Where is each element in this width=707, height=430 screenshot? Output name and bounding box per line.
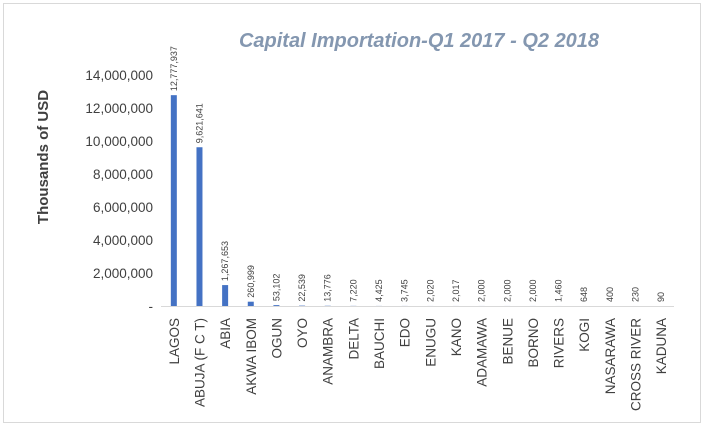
data-label: 260,999 [246,265,256,298]
y-tick-label: - [149,299,154,314]
x-tick-label: BAUCHI [372,318,387,369]
chart-frame: Capital Importation-Q1 2017 - Q2 2018 Th… [3,3,701,423]
chart: Capital Importation-Q1 2017 - Q2 2018 Th… [35,30,674,411]
x-tick-label: ADAMAWA [475,318,490,387]
x-tick-label: OGUN [269,318,284,359]
y-tick-label: 2,000,000 [93,266,153,281]
y-axis-label: Thousands of USD [35,90,52,224]
y-tick-label: 6,000,000 [93,200,153,215]
x-tick-label: KANO [449,318,464,356]
x-tick-label: NASARAWA [603,318,618,394]
y-tick-label: 4,000,000 [93,233,153,248]
x-tick-label: ANAMBRA [321,318,336,385]
data-label: 2,000 [477,279,487,302]
data-label: 22,539 [297,274,307,302]
data-label: 2,020 [425,279,435,302]
x-tick-label: OYO [295,318,310,348]
x-tick-label: DELTA [346,318,361,360]
data-label: 4,425 [374,279,384,302]
x-tick-label: RIVERS [552,318,567,368]
x-tick-label: CROSS RIVER [629,318,644,411]
data-label: 12,777,937 [169,46,179,91]
y-tick-label: 8,000,000 [93,167,153,182]
bar [170,95,177,307]
x-tick-label: AKWA IBOM [244,318,259,395]
y-tick-label: 12,000,000 [85,101,153,116]
x-tick-label: BORNO [526,318,541,368]
bar [273,305,280,306]
x-axis-ticks: LAGOS ABUJA (F C T) ABIA AKWA IBOM OGUN OYO AN… [167,318,669,411]
data-label: 230 [631,287,641,302]
x-tick-label: ABUJA (F C T) [192,318,207,407]
data-label: 7,220 [348,279,358,302]
y-axis-ticks: - 2,000,000 4,000,000 6,000,000 8,000,000 10,… [85,68,153,314]
chart-title: Capital Importation-Q1 2017 - Q2 2018 [239,30,600,52]
data-label: 2,017 [451,279,461,302]
data-label: 2,000 [502,279,512,302]
bar [196,147,203,306]
bars [170,95,665,307]
data-labels: 12,777,937 9,621,641 1,267,653 260,999 53,10… [169,46,666,302]
y-tick-label: 14,000,000 [85,68,153,83]
data-label: 2,000 [528,279,538,302]
x-tick-label: KOGI [577,318,592,352]
data-label: 9,621,641 [194,103,204,143]
data-label: 400 [605,287,615,302]
bar [247,301,254,306]
x-tick-label: ABIA [218,318,233,349]
x-tick-label: BENUE [500,318,515,365]
x-tick-label: KADUNA [654,318,669,374]
data-label: 53,102 [271,274,281,302]
data-label: 1,267,653 [220,241,230,281]
data-label: 648 [579,287,589,302]
data-label: 13,776 [323,274,333,302]
data-label: 3,745 [400,279,410,302]
y-tick-label: 10,000,000 [85,134,153,149]
bar [222,285,229,306]
x-tick-label: LAGOS [167,318,182,365]
data-label: 1,460 [554,279,564,302]
data-label: 90 [656,292,666,302]
x-tick-label: EDO [398,318,413,347]
x-tick-label: ENUGU [423,318,438,367]
